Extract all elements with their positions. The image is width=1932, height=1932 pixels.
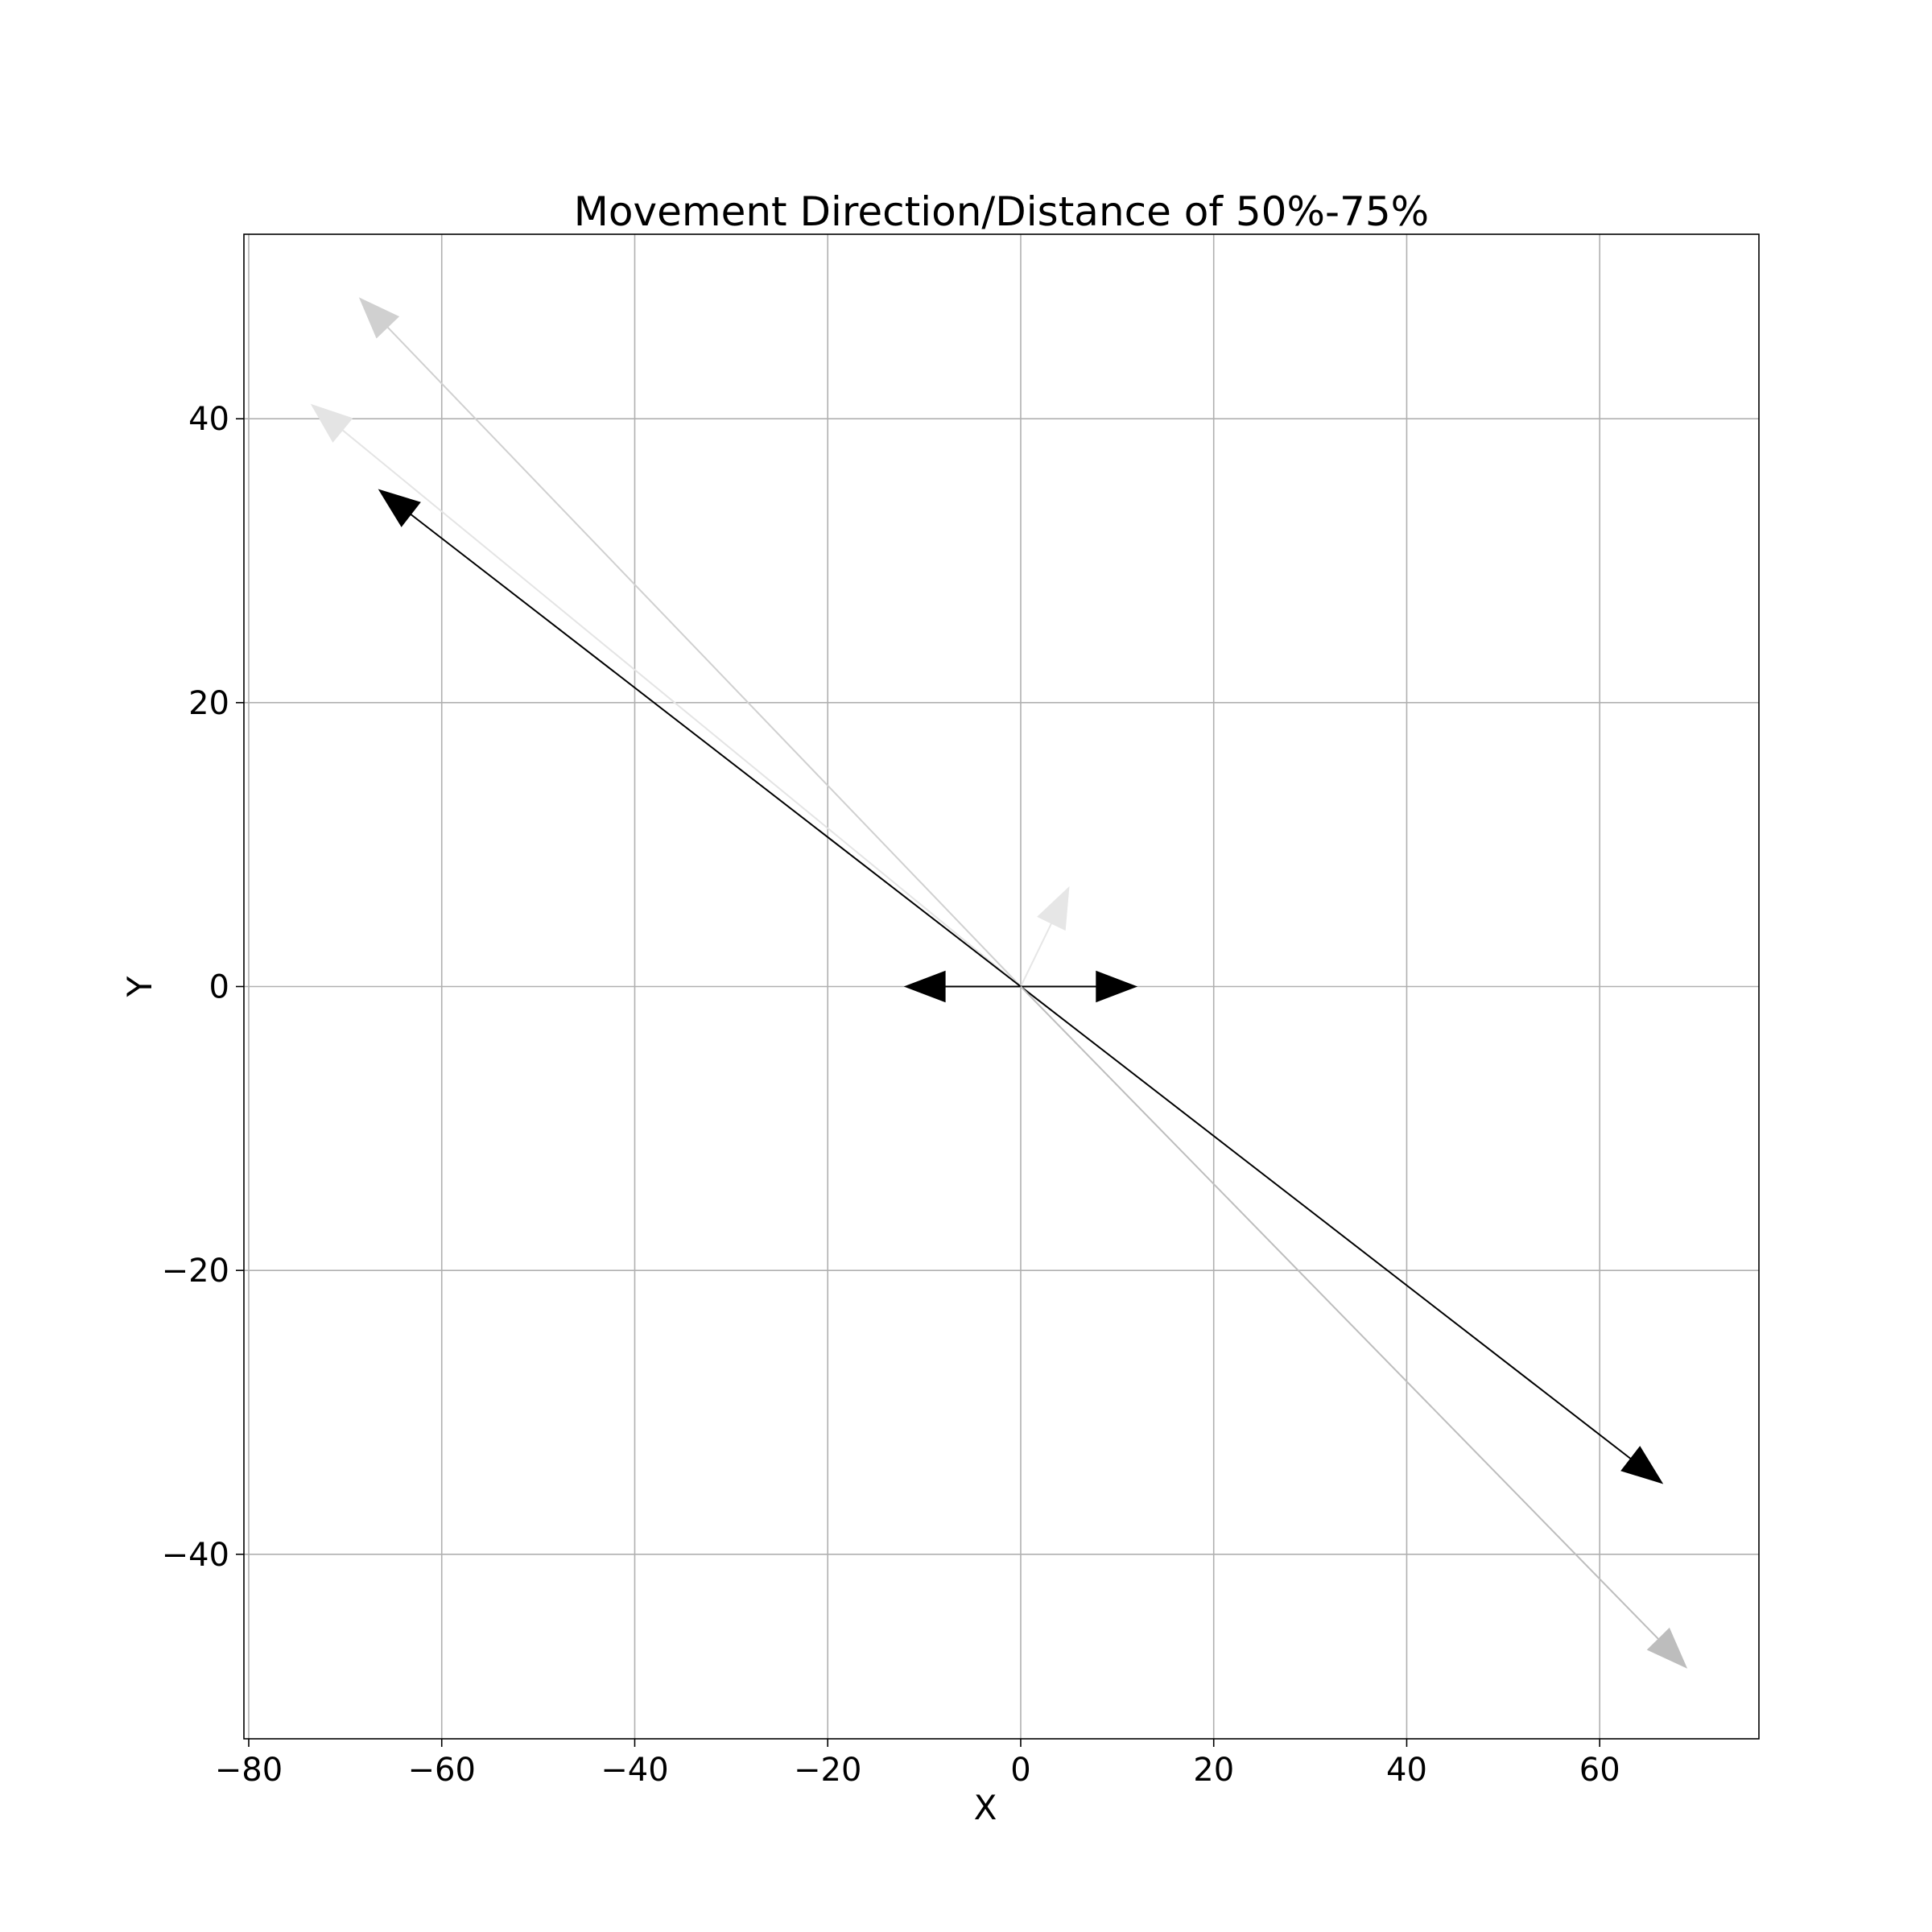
vector-shaft [386, 326, 1022, 988]
vector-head [1037, 886, 1070, 931]
ticks: −80 −60 −40 −20 0 20 40 60 −40 −20 0 20 40 [162, 401, 1620, 1789]
vectors [310, 297, 1688, 1669]
x-tick-label: 20 [1193, 1752, 1234, 1789]
y-axis-label: Y [120, 976, 159, 997]
vector-arrow [358, 297, 1022, 988]
vector-arrow [1020, 970, 1138, 1003]
x-tick-label: −60 [408, 1752, 476, 1789]
vector-arrow [310, 403, 1022, 988]
vector-arrow [903, 970, 1021, 1003]
x-tick-label: −80 [215, 1752, 283, 1789]
vector-shaft [410, 514, 1022, 988]
vector-shaft [341, 429, 1022, 988]
vector-arrow [1020, 985, 1664, 1484]
vector-head [378, 489, 421, 527]
x-tick-label: −20 [794, 1752, 861, 1789]
vector-head [358, 297, 400, 339]
vector-arrow [1020, 985, 1688, 1669]
x-tick-label: 0 [1010, 1752, 1030, 1789]
y-tick-label: 40 [188, 401, 229, 438]
y-tick-label: 20 [188, 685, 229, 722]
y-tick-label: 0 [209, 969, 229, 1006]
chart-title: Movement Direction/Distance of 50%-75% [574, 188, 1429, 235]
x-tick-label: 40 [1386, 1752, 1427, 1789]
vector-arrow [378, 489, 1022, 988]
vector-head [1620, 1446, 1664, 1484]
x-tick-label: 60 [1579, 1752, 1620, 1789]
x-tick-label: −40 [601, 1752, 668, 1789]
vector-shaft [1020, 985, 1659, 1640]
vector-shaft [1020, 985, 1632, 1459]
vector-head [1096, 970, 1138, 1003]
vector-head [903, 970, 946, 1003]
vector-head [310, 403, 353, 443]
vector-arrow [1020, 886, 1070, 987]
vector-shaft [1020, 923, 1052, 987]
vector-head [1646, 1627, 1688, 1669]
x-axis-label: X [974, 1788, 997, 1827]
y-tick-label: −40 [162, 1537, 229, 1574]
y-tick-label: −20 [162, 1253, 229, 1290]
